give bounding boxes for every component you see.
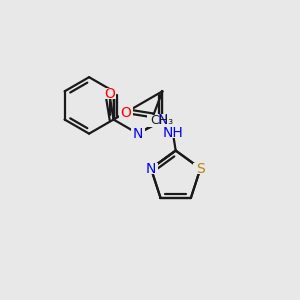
FancyBboxPatch shape (144, 163, 158, 174)
Text: O: O (120, 106, 131, 120)
FancyBboxPatch shape (131, 128, 145, 139)
FancyBboxPatch shape (118, 107, 133, 119)
Text: S: S (196, 161, 205, 176)
Text: N: N (157, 112, 168, 127)
Text: O: O (104, 87, 115, 100)
Text: N: N (133, 127, 143, 141)
FancyBboxPatch shape (155, 114, 170, 125)
Text: CH₃: CH₃ (150, 114, 173, 128)
Text: N: N (146, 161, 156, 176)
Text: NH: NH (163, 126, 183, 140)
FancyBboxPatch shape (146, 115, 177, 127)
FancyBboxPatch shape (162, 127, 184, 139)
FancyBboxPatch shape (102, 88, 116, 99)
FancyBboxPatch shape (193, 163, 208, 174)
